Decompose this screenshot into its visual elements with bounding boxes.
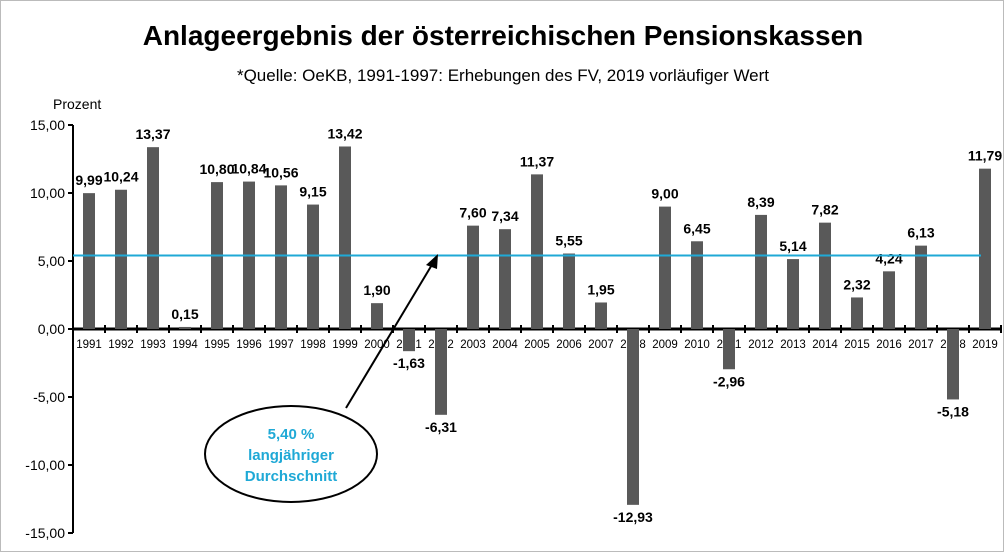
- data-label: 10,56: [263, 164, 298, 180]
- bar: [467, 225, 479, 329]
- x-tick-label: 1995: [204, 339, 230, 351]
- x-tick-label: 2016: [876, 339, 902, 351]
- data-label: -12,93: [613, 509, 653, 525]
- average-label: 5,40 %: [268, 426, 315, 443]
- data-label: 4,24: [875, 250, 902, 266]
- data-label: 1,95: [587, 281, 614, 297]
- bar: [915, 245, 927, 329]
- x-tick-label: 2013: [780, 339, 806, 351]
- x-tick-label: 1998: [300, 339, 326, 351]
- bar: [83, 193, 95, 329]
- x-tick-label: 2004: [492, 339, 518, 351]
- bar: [691, 241, 703, 329]
- y-tick-label: -5,00: [33, 389, 65, 405]
- bar: [947, 329, 959, 400]
- data-label: 2,32: [843, 276, 870, 292]
- arrow-line: [345, 262, 434, 409]
- data-label: 11,37: [520, 153, 554, 169]
- x-tick-label: 2005: [524, 339, 550, 351]
- data-label: 9,15: [299, 184, 326, 200]
- x-tick-label: 1999: [332, 339, 358, 351]
- data-label: 13,42: [327, 125, 362, 141]
- bar: [563, 253, 575, 329]
- bar: [339, 146, 351, 329]
- bar: [979, 168, 991, 329]
- bar: [179, 326, 191, 329]
- bar: [115, 189, 127, 329]
- y-tick-label: 10,00: [30, 185, 65, 201]
- x-tick-label: 2003: [460, 339, 486, 351]
- data-label: 6,45: [683, 220, 710, 236]
- x-tick-label: 2000: [364, 339, 390, 351]
- chart-title: Anlageergebnis der österreichischen Pens…: [143, 20, 864, 51]
- data-label: 0,15: [171, 306, 198, 322]
- y-tick-label: 0,00: [38, 321, 65, 337]
- data-label: 11,79: [968, 148, 1002, 164]
- data-label: 7,34: [491, 208, 518, 224]
- bar: [659, 206, 671, 329]
- arrow-head: [426, 254, 438, 269]
- bar: [883, 271, 895, 329]
- data-label: 10,84: [231, 161, 266, 177]
- y-tick-label: 5,00: [38, 253, 65, 269]
- data-label: 7,60: [459, 205, 486, 221]
- data-label: 6,13: [907, 225, 934, 241]
- bar: [403, 329, 415, 352]
- data-label: 8,39: [747, 194, 774, 210]
- x-tick-label: 1993: [140, 339, 166, 351]
- data-label: -1,63: [393, 355, 425, 371]
- data-label: 7,82: [811, 202, 838, 218]
- data-label: 10,80: [199, 161, 234, 177]
- x-tick-label: 2017: [908, 339, 934, 351]
- x-tick-label: 2015: [844, 339, 870, 351]
- bar: [275, 185, 287, 329]
- bar: [307, 204, 319, 329]
- y-tick-label: -10,00: [25, 457, 65, 473]
- data-label: -5,18: [937, 403, 969, 419]
- average-label: langjähriger: [248, 447, 334, 464]
- x-tick-label: 2007: [588, 339, 614, 351]
- bar: [723, 329, 735, 370]
- x-tick-label: 1997: [268, 339, 294, 351]
- average-callout: [204, 405, 378, 503]
- average-label: Durchschnitt: [245, 468, 338, 485]
- data-label: 9,00: [651, 186, 678, 202]
- data-label: -6,31: [425, 419, 457, 435]
- chart-subtitle: *Quelle: OeKB, 1991-1997: Erhebungen des…: [237, 66, 769, 85]
- y-axis-label: Prozent: [53, 96, 101, 112]
- bar: [435, 329, 447, 415]
- data-label: 9,99: [75, 172, 102, 188]
- x-tick-label: 2006: [556, 339, 582, 351]
- data-label: 10,24: [103, 169, 138, 185]
- y-tick-label: -15,00: [25, 525, 65, 541]
- bar: [627, 329, 639, 505]
- x-tick-label: 2012: [748, 339, 774, 351]
- bar: [595, 302, 607, 329]
- x-tick-label: 1994: [172, 339, 198, 351]
- x-tick-label: 2010: [684, 339, 710, 351]
- x-tick-label: 1991: [76, 339, 102, 351]
- data-label: 5,14: [779, 238, 806, 254]
- bar: [499, 229, 511, 329]
- x-tick-label: 1992: [108, 339, 134, 351]
- bar: [819, 222, 831, 329]
- data-label: 5,55: [555, 233, 582, 249]
- bar: [755, 214, 767, 329]
- bar: [787, 259, 799, 329]
- bar: [531, 174, 543, 329]
- bar: [851, 297, 863, 329]
- x-tick-label: 2014: [812, 339, 838, 351]
- x-tick-label: 1996: [236, 339, 262, 351]
- data-label: -2,96: [713, 373, 745, 389]
- x-tick-label: 2019: [972, 339, 998, 351]
- bar: [147, 147, 159, 329]
- x-tick-label: 2009: [652, 339, 678, 351]
- data-label: 13,37: [135, 126, 170, 142]
- y-tick-label: 15,00: [30, 117, 65, 133]
- data-label: 1,90: [363, 282, 390, 298]
- bar: [371, 303, 383, 329]
